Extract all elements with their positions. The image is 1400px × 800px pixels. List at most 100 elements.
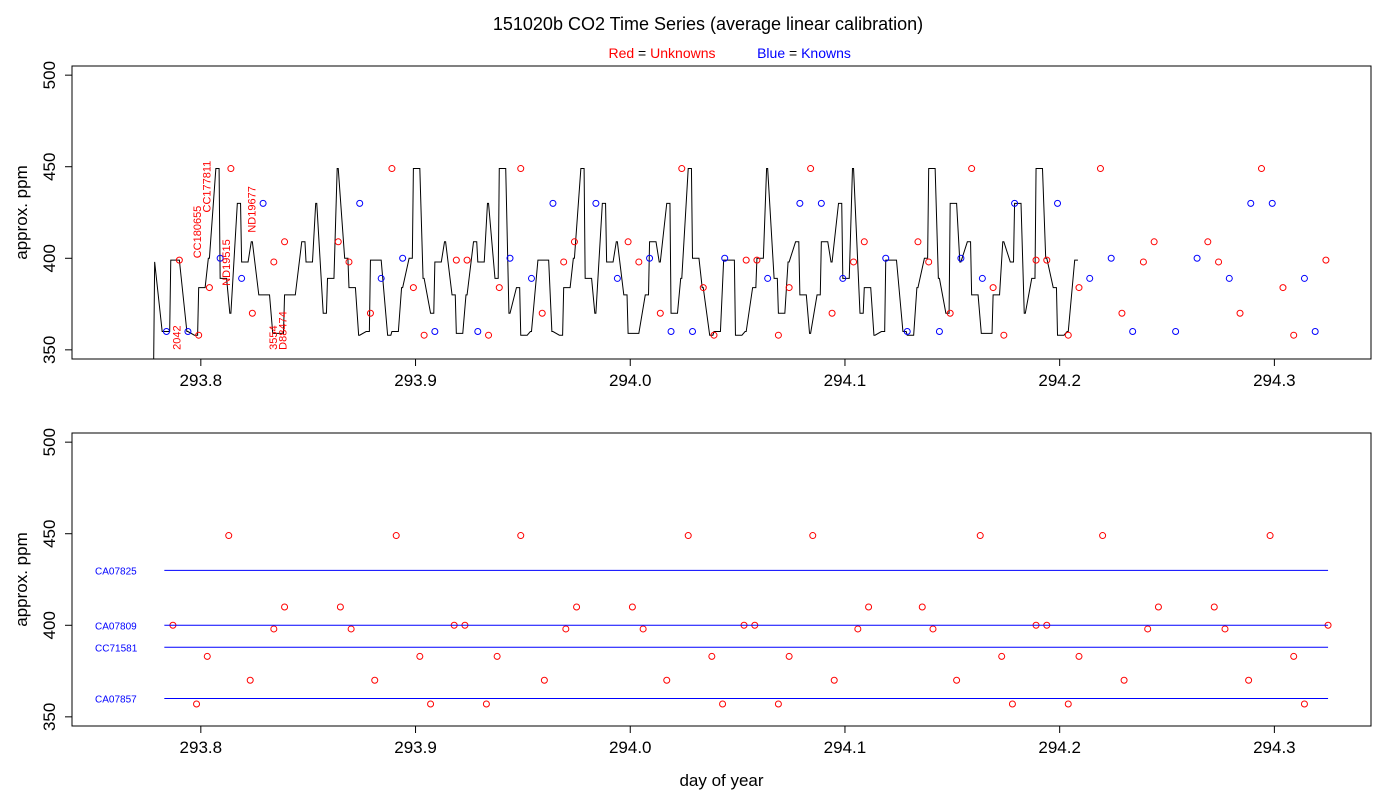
unknown-point (195, 331, 203, 339)
known-point (1193, 254, 1201, 262)
unknown-point (1075, 284, 1083, 292)
known-point (1129, 328, 1137, 336)
unknown-point (427, 700, 435, 708)
unknown-point (1266, 532, 1274, 540)
unknown-point (493, 652, 501, 660)
reference-label: CC71581 (95, 643, 138, 654)
top-y-tick-label: 350 (40, 336, 59, 364)
known-point (839, 274, 847, 282)
unknown-point (918, 603, 926, 611)
unknown-point (663, 676, 671, 684)
unknown-point (656, 309, 664, 317)
unknown-point (1144, 625, 1152, 633)
known-point (721, 254, 729, 262)
unknown-point (1099, 532, 1107, 540)
unknown-point (639, 625, 647, 633)
unknown-point (854, 625, 862, 633)
unknown-point (719, 700, 727, 708)
sample-annotation: ND19515 (221, 239, 233, 285)
top-panel: 2042 CC180655 ND19515 CC177811 ND19677 3554D8… (12, 61, 1372, 390)
bottom-y-tick-label: 350 (40, 703, 59, 731)
unknown-point (463, 256, 471, 264)
unknown-point (1290, 331, 1298, 339)
unknown-point (1245, 676, 1253, 684)
known-point (259, 199, 267, 207)
unknown-point (1064, 331, 1072, 339)
unknown-point (281, 603, 289, 611)
known-point (1107, 254, 1115, 262)
known-point (506, 254, 514, 262)
known-point (377, 274, 385, 282)
unknown-point (830, 676, 838, 684)
unknown-point (420, 331, 428, 339)
bottom-x-tick-label: 294.2 (1038, 738, 1081, 757)
known-point (527, 274, 535, 282)
known-point (431, 328, 439, 336)
known-point (1247, 199, 1255, 207)
known-point (764, 274, 772, 282)
unknown-point (1150, 238, 1158, 246)
sample-annotation: CC180655 (192, 206, 204, 259)
unknown-point (774, 331, 782, 339)
known-point (592, 199, 600, 207)
known-point (1311, 328, 1319, 336)
bottom-plot-area (169, 532, 1332, 708)
bottom-x-tick-label: 293.9 (394, 738, 437, 757)
unknown-point (538, 309, 546, 317)
unknown-point (517, 532, 525, 540)
unknown-point (1032, 256, 1040, 264)
unknown-point (1075, 652, 1083, 660)
bottom-x-tick-label: 293.8 (180, 738, 223, 757)
unknown-point (409, 284, 417, 292)
unknown-point (998, 652, 1006, 660)
bottom-x-axis-label: day of year (679, 771, 763, 790)
known-point (549, 199, 557, 207)
unknown-point (270, 258, 278, 266)
known-point (882, 254, 890, 262)
unknown-point (1300, 700, 1308, 708)
top-y-axis-label: approx. ppm (12, 165, 31, 260)
unknown-point (946, 309, 954, 317)
unknown-point (809, 532, 817, 540)
known-point (1011, 199, 1019, 207)
known-point (935, 328, 943, 336)
unknown-point (828, 309, 836, 317)
unknown-point (225, 532, 233, 540)
known-point (184, 328, 192, 336)
unknown-point (345, 258, 353, 266)
top-x-tick-label: 293.8 (180, 371, 223, 390)
legend-red-label: Unknowns (650, 45, 715, 61)
bottom-x-tick-label: 294.0 (609, 738, 652, 757)
legend-blue-eq: = (785, 45, 801, 61)
known-point (796, 199, 804, 207)
unknown-point (1204, 238, 1212, 246)
known-point (1225, 274, 1233, 282)
unknown-point (248, 309, 256, 317)
unknown-point (334, 238, 342, 246)
unknown-point (570, 238, 578, 246)
unknown-point (1257, 165, 1265, 173)
unknown-point (635, 258, 643, 266)
unknown-point (205, 284, 213, 292)
bottom-y-tick-label: 500 (40, 428, 59, 456)
unknown-point (392, 532, 400, 540)
unknown-point (203, 652, 211, 660)
unknown-point (742, 256, 750, 264)
unknown-point (560, 258, 568, 266)
unknown-point (1290, 652, 1298, 660)
known-point (238, 274, 246, 282)
unknown-point (1139, 258, 1147, 266)
unknown-point (929, 625, 937, 633)
unknown-point (416, 652, 424, 660)
unknown-point (925, 258, 933, 266)
known-point (646, 254, 654, 262)
unknown-point (1096, 165, 1104, 173)
unknown-point (388, 165, 396, 173)
unknown-point (628, 603, 636, 611)
unknown-point (366, 309, 374, 317)
unknown-point (914, 238, 922, 246)
unknown-point (227, 165, 235, 173)
unknown-point (1154, 603, 1162, 611)
unknown-point (270, 625, 278, 633)
